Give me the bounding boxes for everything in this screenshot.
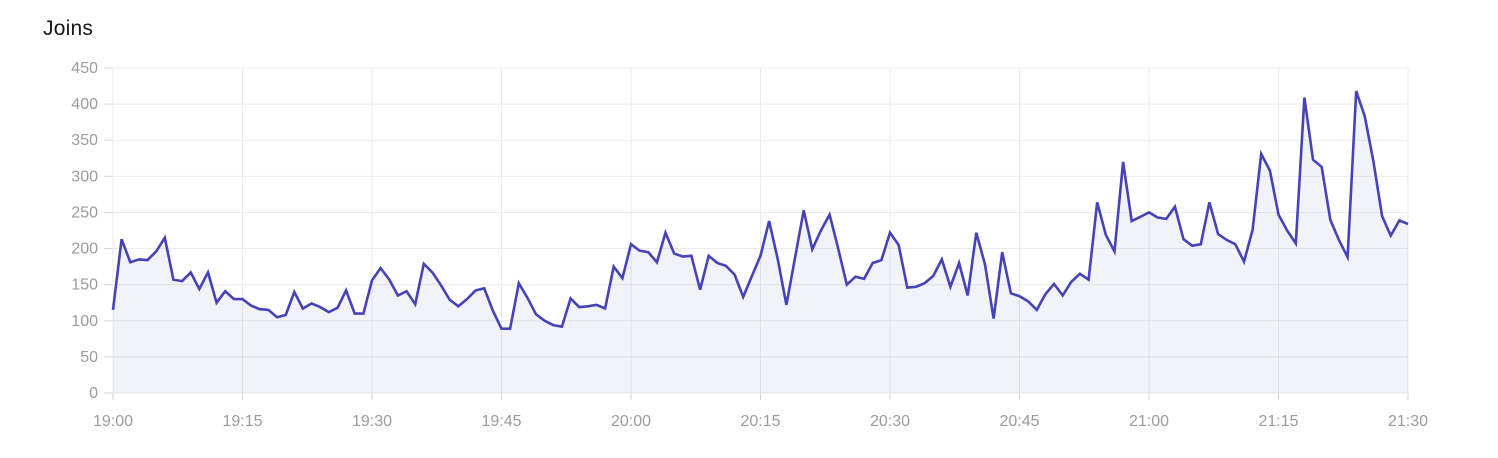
x-axis-label: 19:00 xyxy=(93,413,133,430)
y-axis-label: 250 xyxy=(71,204,98,221)
y-axis-label: 200 xyxy=(71,241,98,258)
x-axis-label: 19:15 xyxy=(222,413,262,430)
x-axis-label: 20:15 xyxy=(740,413,780,430)
y-axis-label: 300 xyxy=(71,168,98,185)
y-axis-label: 50 xyxy=(80,349,98,366)
y-axis-label: 0 xyxy=(89,385,98,402)
y-axis-label: 150 xyxy=(71,277,98,294)
x-axis-label: 20:00 xyxy=(611,413,651,430)
area-fill xyxy=(113,91,1408,393)
x-axis-label: 21:30 xyxy=(1388,413,1428,430)
x-axis-label: 19:30 xyxy=(352,413,392,430)
chart-title: Joins xyxy=(43,17,94,40)
x-axis-label: 20:30 xyxy=(870,413,910,430)
x-axis-label: 21:00 xyxy=(1129,413,1169,430)
y-axis-label: 400 xyxy=(71,96,98,113)
series-line xyxy=(111,90,1409,331)
y-axis-label: 350 xyxy=(71,132,98,149)
x-axis-label: 21:15 xyxy=(1258,413,1298,430)
y-axis-label: 100 xyxy=(71,313,98,330)
y-axis-label: 450 xyxy=(71,60,98,77)
x-axis-label: 19:45 xyxy=(481,413,521,430)
x-axis-label: 20:45 xyxy=(999,413,1039,430)
